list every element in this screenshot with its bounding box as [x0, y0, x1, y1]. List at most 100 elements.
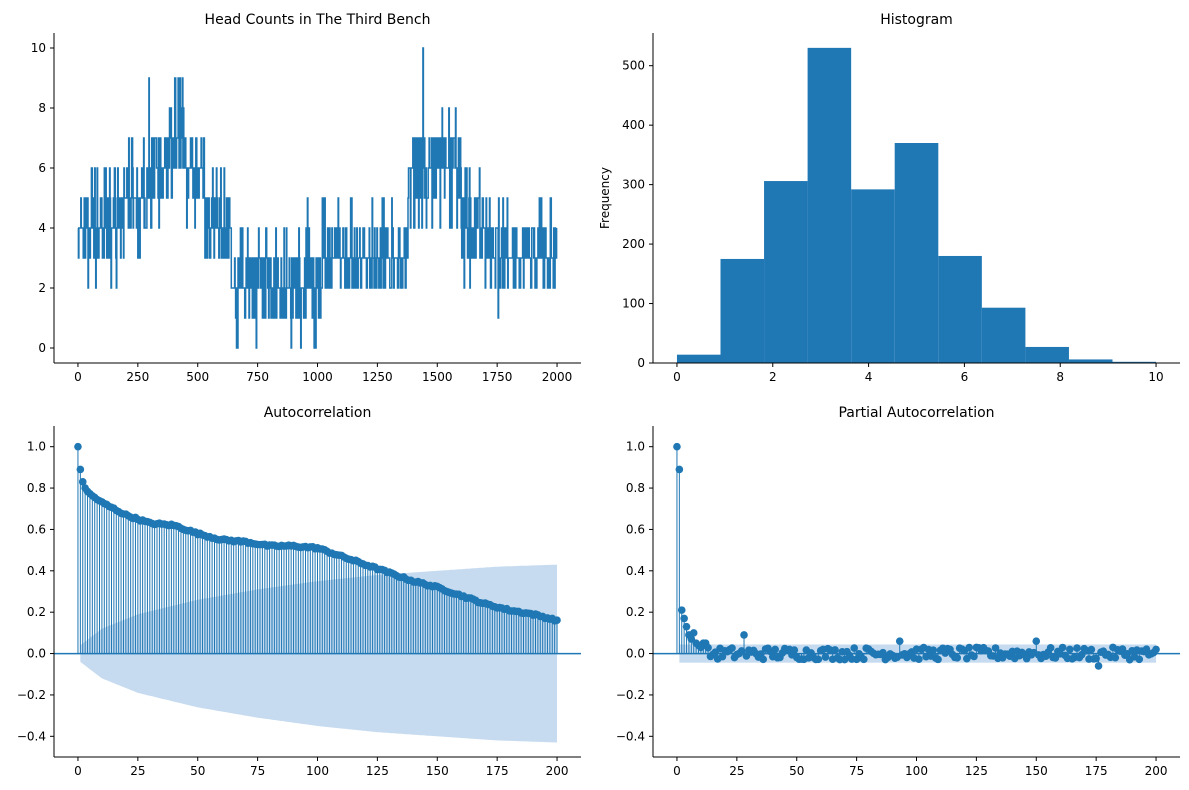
- histogram-bar: [981, 307, 1026, 363]
- pacf-point: [680, 614, 688, 623]
- histogram-bar: [1068, 359, 1113, 363]
- x-tick-label: 8: [1056, 370, 1064, 384]
- y-tick-label: 300: [622, 178, 645, 192]
- chart-pacf: 0 25 50 75 100 125 150 175 200 −0.4 −0.2 0.0 0.2 0.4 0…: [616, 405, 1180, 778]
- x-tick-label: 200: [546, 764, 569, 778]
- histogram-bar: [676, 354, 721, 363]
- x-tick-label: 2: [769, 370, 777, 384]
- acf-point: [74, 442, 82, 451]
- histogram-bar: [1112, 361, 1157, 363]
- y-tick-label: 10: [31, 41, 46, 55]
- x-tick-label: 500: [186, 370, 209, 384]
- y-tick-label: 1.0: [626, 440, 645, 454]
- pacf-point: [675, 465, 684, 474]
- x-tick-label: 125: [965, 764, 988, 778]
- y-tick-label: 2: [38, 281, 46, 295]
- x-tick-label: 150: [426, 764, 449, 778]
- pacf-point: [790, 646, 799, 654]
- y-tick-label: 0.4: [626, 564, 645, 578]
- x-tick-label: 10: [1148, 370, 1163, 384]
- pacf-point: [895, 637, 904, 645]
- y-tick-label: 500: [622, 59, 645, 73]
- y-tick-label: 400: [622, 118, 645, 132]
- pacf-point: [850, 644, 859, 652]
- pacf-point: [718, 652, 727, 661]
- x-tick-label: 50: [789, 764, 804, 778]
- y-axis-label: Frequency: [598, 167, 612, 229]
- histogram-bar: [764, 181, 808, 363]
- pacf-point: [1135, 655, 1144, 664]
- pacf-point: [1046, 644, 1055, 652]
- x-tick-label: 200: [1145, 764, 1168, 778]
- pacf-point: [1094, 662, 1103, 670]
- chart-acf: 0 25 50 75 100 125 150 175 200 −0.4 −0.2 0.0 0.2 0.4 0…: [17, 405, 581, 778]
- x-tick-label: 1000: [302, 370, 333, 384]
- y-tick-label: −0.4: [616, 729, 645, 743]
- pacf-point: [682, 622, 691, 631]
- pacf-point: [1111, 653, 1120, 662]
- pacf-point: [915, 655, 923, 663]
- y-tick-label: 0.6: [626, 522, 645, 536]
- x-tick-label: 100: [905, 764, 928, 778]
- acf-point: [76, 465, 85, 474]
- x-tick-label: 0: [74, 764, 82, 778]
- y-tick-label: 4: [38, 221, 46, 235]
- pacf-point: [728, 644, 736, 652]
- x-tick-label: 1500: [422, 370, 453, 384]
- y-tick-label: 0.0: [626, 647, 645, 661]
- pacf-point: [831, 646, 839, 654]
- y-tick-label: 0.0: [27, 647, 46, 661]
- pacf-point: [970, 652, 978, 661]
- pacf-point: [1032, 637, 1041, 645]
- pacf-point: [1087, 645, 1096, 654]
- chart-title: Histogram: [880, 12, 953, 28]
- x-tick-label: 2000: [542, 370, 573, 384]
- pacf-point: [689, 629, 698, 637]
- acf-point: [553, 616, 561, 624]
- y-tick-label: −0.4: [17, 729, 46, 743]
- pacf-point: [673, 442, 681, 451]
- x-tick-label: 250: [126, 370, 149, 384]
- x-tick-label: 175: [486, 764, 509, 778]
- y-tick-label: 100: [622, 297, 645, 311]
- x-tick-label: 150: [1025, 764, 1048, 778]
- pacf-point: [1152, 645, 1160, 654]
- x-tick-label: 6: [961, 370, 969, 384]
- x-tick-label: 4: [865, 370, 873, 384]
- x-tick-label: 0: [673, 370, 681, 384]
- x-tick-label: 25: [729, 764, 744, 778]
- y-tick-label: −0.2: [17, 688, 46, 702]
- chart-timeseries: 0 250 500 750 1000 1250 1500 1750 2000 0 2 4 6 8 10 Hea…: [31, 12, 581, 384]
- x-tick-label: 50: [190, 764, 205, 778]
- x-tick-label: 0: [74, 370, 82, 384]
- chart-histogram: 0 2 4 6 8 100100200300400500HistogramFrequenc…: [598, 12, 1180, 384]
- y-tick-label: 200: [622, 237, 645, 251]
- chart-title: Partial Autocorrelation: [838, 405, 994, 421]
- y-tick-label: 0.6: [27, 522, 46, 536]
- y-tick-label: 0.2: [626, 605, 645, 619]
- y-tick-label: 0.4: [27, 564, 46, 578]
- histogram-bar: [807, 47, 852, 363]
- y-tick-label: 0.8: [626, 481, 645, 495]
- x-tick-label: 125: [366, 764, 389, 778]
- y-tick-label: 0.2: [27, 605, 46, 619]
- y-tick-label: −0.2: [616, 688, 645, 702]
- y-tick-label: 0: [637, 356, 645, 370]
- x-tick-label: 75: [250, 764, 265, 778]
- chart-title: Autocorrelation: [264, 405, 372, 421]
- pacf-point: [814, 655, 823, 664]
- x-tick-label: 75: [849, 764, 864, 778]
- pacf-point: [740, 631, 748, 639]
- x-tick-label: 25: [130, 764, 145, 778]
- pacf-point: [934, 655, 942, 664]
- pacf-point: [771, 645, 779, 654]
- histogram-bar: [720, 258, 765, 363]
- series-line-head-counts: [77, 47, 558, 349]
- y-tick-label: 1.0: [27, 440, 46, 454]
- chart-title: Head Counts in The Third Bench: [205, 12, 431, 28]
- acf-point: [78, 478, 87, 486]
- pacf-point: [1066, 645, 1074, 654]
- y-tick-label: 0.8: [27, 481, 46, 495]
- histogram-bar: [938, 255, 982, 363]
